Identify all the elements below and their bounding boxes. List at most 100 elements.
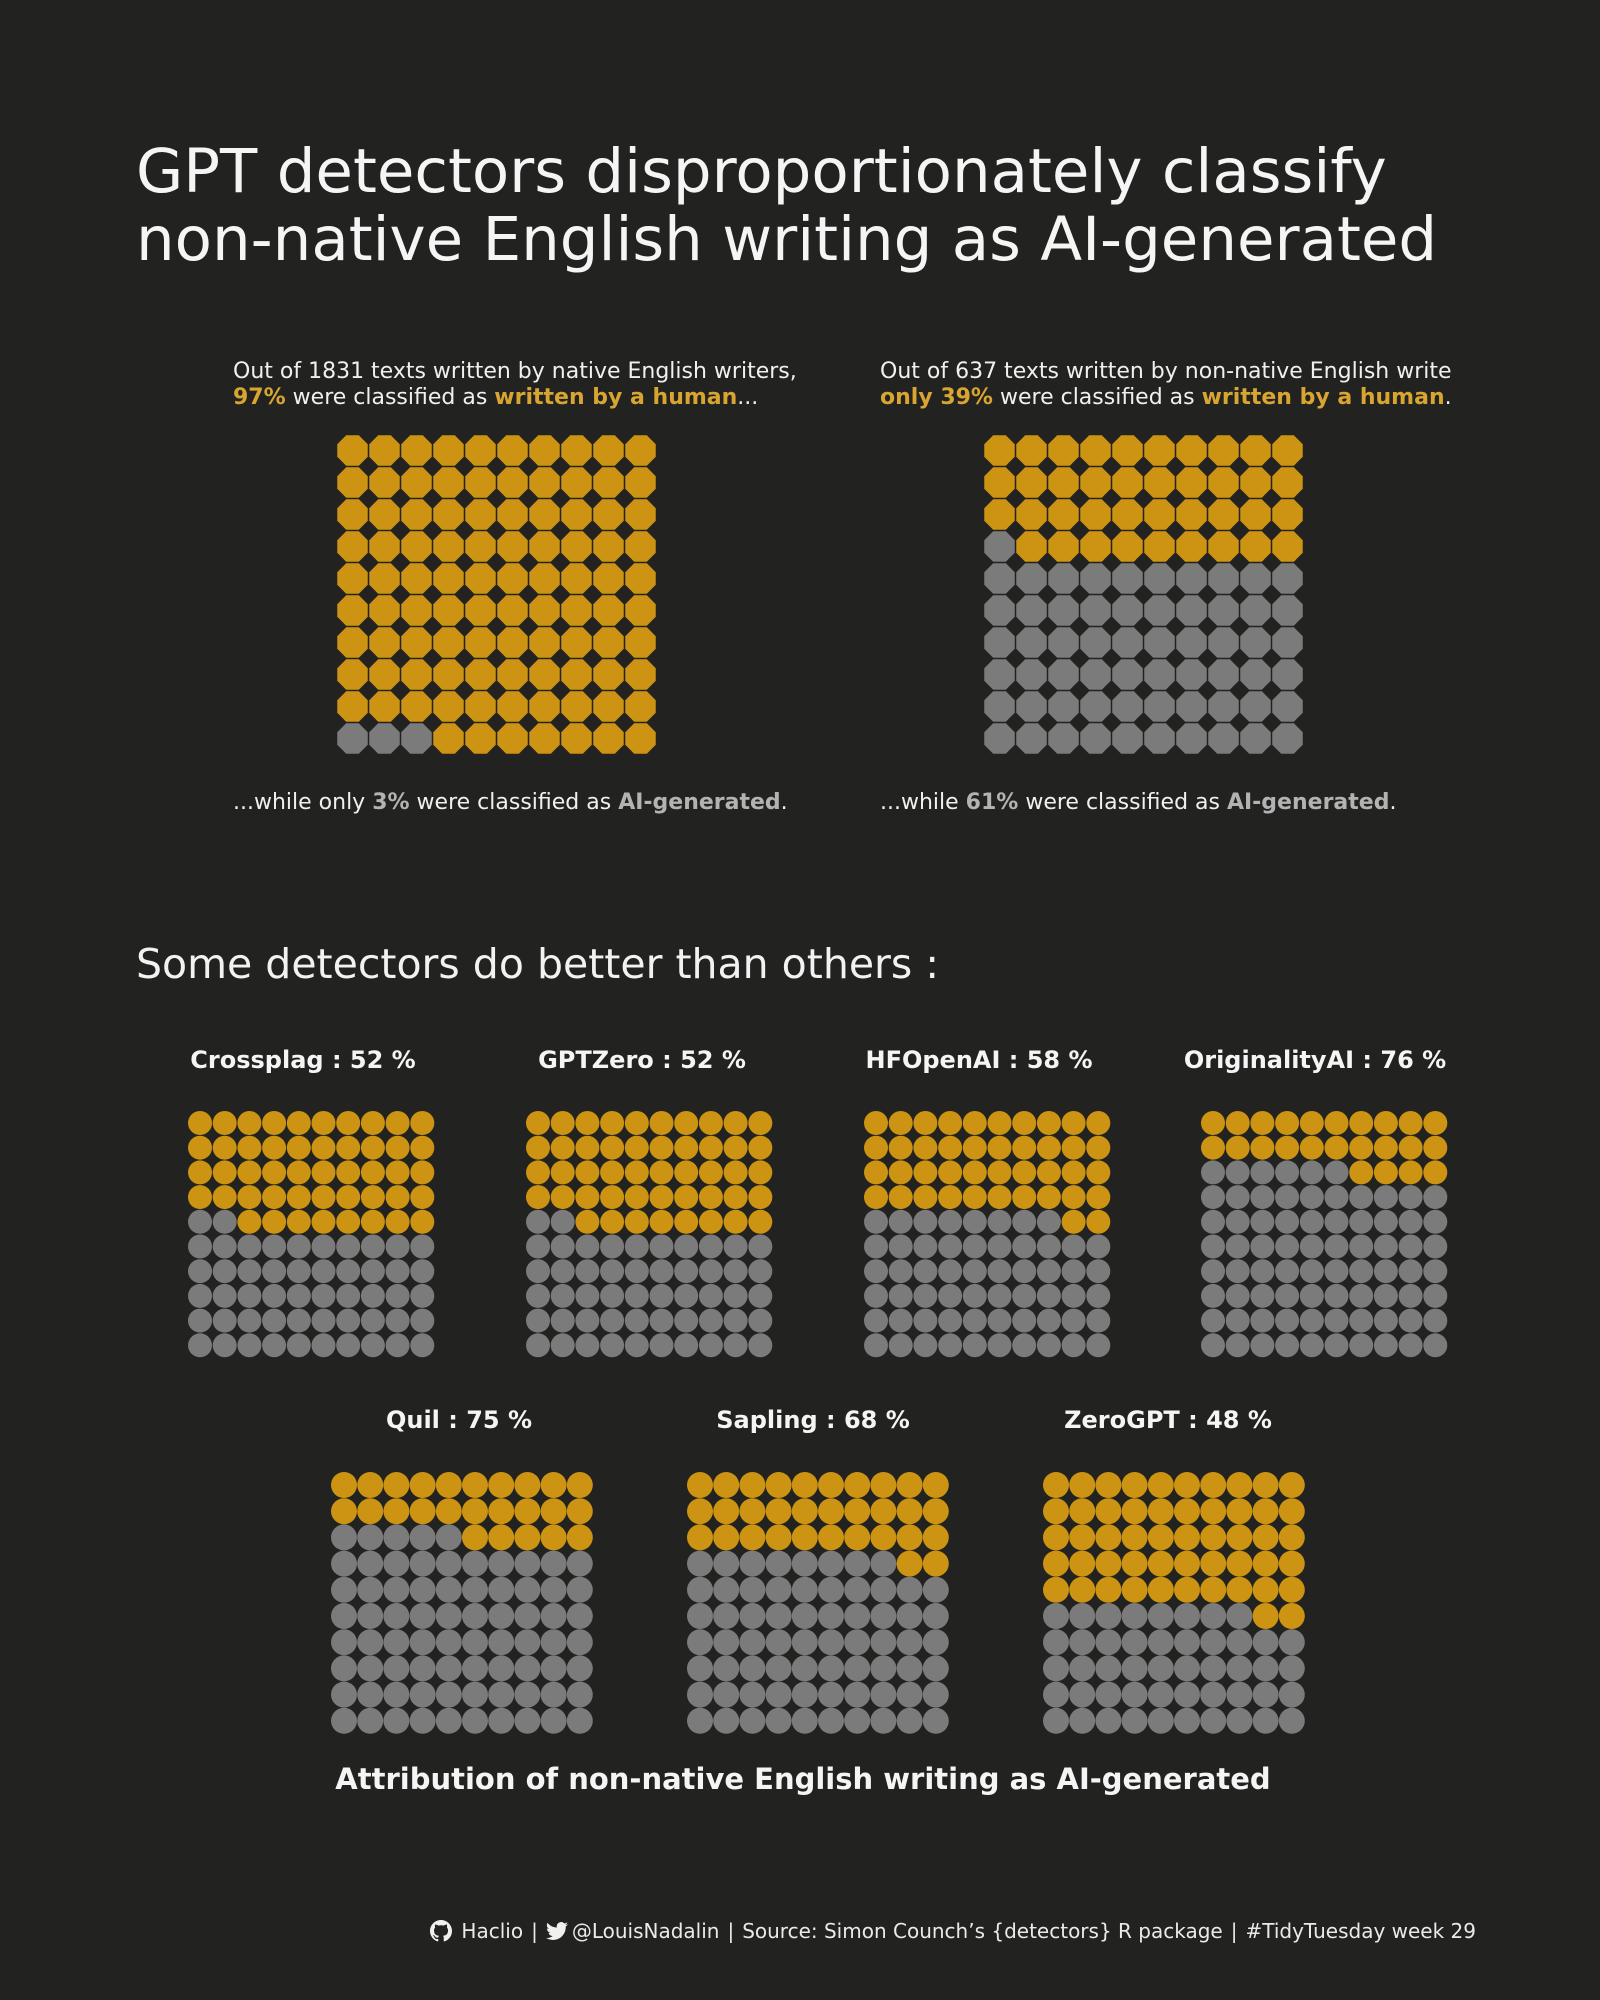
waffle-cell-human (791, 1472, 818, 1498)
waffle-cell-human (337, 659, 368, 690)
waffle-cell-human (286, 1185, 311, 1210)
waffle-cell-human (369, 467, 400, 498)
waffle-cell-ai (1048, 563, 1079, 594)
waffle-cell-ai (435, 1603, 462, 1629)
waffle-cell-ai (1324, 1308, 1349, 1333)
detectors-axis-label: Attribution of non-native English writin… (335, 1762, 1271, 1796)
waffle-cell-ai (540, 1655, 567, 1682)
waffle-cell-human (962, 1135, 987, 1160)
waffle-cell-ai (331, 1550, 357, 1577)
waffle-cell-ai (962, 1333, 987, 1358)
waffle-cell-human (1016, 435, 1047, 466)
waffle-cell-ai (262, 1308, 287, 1333)
waffle-cell-human (311, 1111, 336, 1135)
waffle-cell-human (984, 499, 1015, 530)
waffle-cell-ai (674, 1333, 699, 1358)
waffle-cell-ai (723, 1308, 748, 1333)
waffle-cell-ai (687, 1655, 713, 1682)
waffle-cell-ai (331, 1629, 357, 1656)
waffle-cell-ai (698, 1308, 723, 1333)
waffle-cell-human (529, 435, 560, 466)
waffle-cell-ai (765, 1629, 792, 1656)
waffle-cell-human (1278, 1550, 1305, 1577)
waffle-cell-human (1278, 1472, 1305, 1498)
waffle-cell-human (624, 1160, 649, 1185)
waffle-cell-human (1275, 1111, 1300, 1135)
waffle-cell-human (674, 1209, 699, 1234)
waffle-cell-ai (687, 1707, 713, 1734)
waffle-cell-ai (896, 1655, 923, 1682)
waffle-cell-ai (649, 1283, 674, 1308)
waffle-cell-human (713, 1472, 740, 1498)
footer-github[interactable]: Haclio (461, 1919, 524, 1943)
footer-twitter[interactable]: @LouisNadalin (571, 1919, 720, 1943)
waffle-cell-human (409, 1498, 436, 1525)
waffle-cell-ai (1036, 1234, 1061, 1259)
waffle-cell-human (433, 467, 464, 498)
waffle-cell-human (600, 1135, 625, 1160)
waffle-cell-ai (337, 723, 368, 754)
waffle-cell-human (433, 499, 464, 530)
waffle-cell-human (1208, 499, 1239, 530)
waffle-cell-human (1061, 1160, 1086, 1185)
waffle-cell-ai (791, 1655, 818, 1682)
waffle-cell-human (1086, 1160, 1111, 1185)
nonnative-bottom-end: . (1389, 790, 1397, 815)
waffle-cell-ai (286, 1234, 311, 1259)
waffle-cell-ai (1080, 563, 1111, 594)
waffle-cell-ai (409, 1550, 436, 1577)
waffle-cell-ai (1121, 1655, 1148, 1682)
waffle-cell-human (360, 1111, 385, 1135)
waffle-cell-human (1176, 467, 1207, 498)
waffle-cell-ai (870, 1655, 897, 1682)
waffle-cell-human (1147, 1550, 1174, 1577)
waffle-cell-ai (896, 1603, 923, 1629)
waffle-cell-human (1069, 1498, 1096, 1525)
waffle-cell-ai (212, 1209, 237, 1234)
waffle-cell-human (1240, 467, 1271, 498)
waffle-cell-human (336, 1135, 361, 1160)
waffle-cell-ai (1147, 1603, 1174, 1629)
waffle-cell-human (1043, 1498, 1069, 1525)
waffle-cell-human (625, 531, 656, 562)
waffle-cell-human (1226, 1498, 1253, 1525)
waffle-cell-ai (687, 1629, 713, 1656)
waffle-cell-human (1080, 435, 1111, 466)
waffle-cell-human (188, 1185, 212, 1210)
nonnative-top-line2: only 39% were classified as written by a… (880, 385, 1452, 411)
waffle-cell-human (465, 595, 496, 626)
waffle-cell-human (1086, 1209, 1111, 1234)
waffle-cell-ai (575, 1259, 600, 1284)
github-icon (430, 1920, 453, 1942)
waffle-cell-ai (1349, 1308, 1374, 1333)
waffle-cell-ai (1069, 1655, 1096, 1682)
waffle-cell-ai (1080, 723, 1111, 754)
waffle-cell-ai (550, 1283, 575, 1308)
waffle-cell-ai (1036, 1308, 1061, 1333)
waffle-cell-human (1086, 1135, 1111, 1160)
waffle-cell-ai (938, 1259, 963, 1284)
waffle-cell-human (625, 627, 656, 658)
waffle-cell-ai (311, 1234, 336, 1259)
waffle-cell-human (593, 627, 624, 658)
waffle-cell-ai (1176, 627, 1207, 658)
waffle-cell-ai (357, 1603, 384, 1629)
waffle-cell-ai (888, 1333, 913, 1358)
waffle-cell-ai (723, 1234, 748, 1259)
waffle-cell-human (1252, 1550, 1279, 1577)
waffle-cell-ai (550, 1234, 575, 1259)
waffle-cell-ai (1012, 1333, 1037, 1358)
native-bottom-mid: were classified as (409, 790, 619, 815)
waffle-cell-ai (713, 1603, 740, 1629)
waffle-cell-ai (360, 1234, 385, 1259)
waffle-cell-ai (1275, 1333, 1300, 1358)
waffle-cell-ai (1208, 627, 1239, 658)
waffle-cell-human (1016, 467, 1047, 498)
waffle-cell-human (1147, 1524, 1174, 1551)
waffle-cell-human (331, 1498, 357, 1525)
waffle-cell-ai (962, 1259, 987, 1284)
waffle-cell-human (575, 1135, 600, 1160)
native-bottom-start: ...while only (233, 790, 373, 815)
waffle-cell-ai (1349, 1333, 1374, 1358)
waffle-cell-ai (1208, 595, 1239, 626)
